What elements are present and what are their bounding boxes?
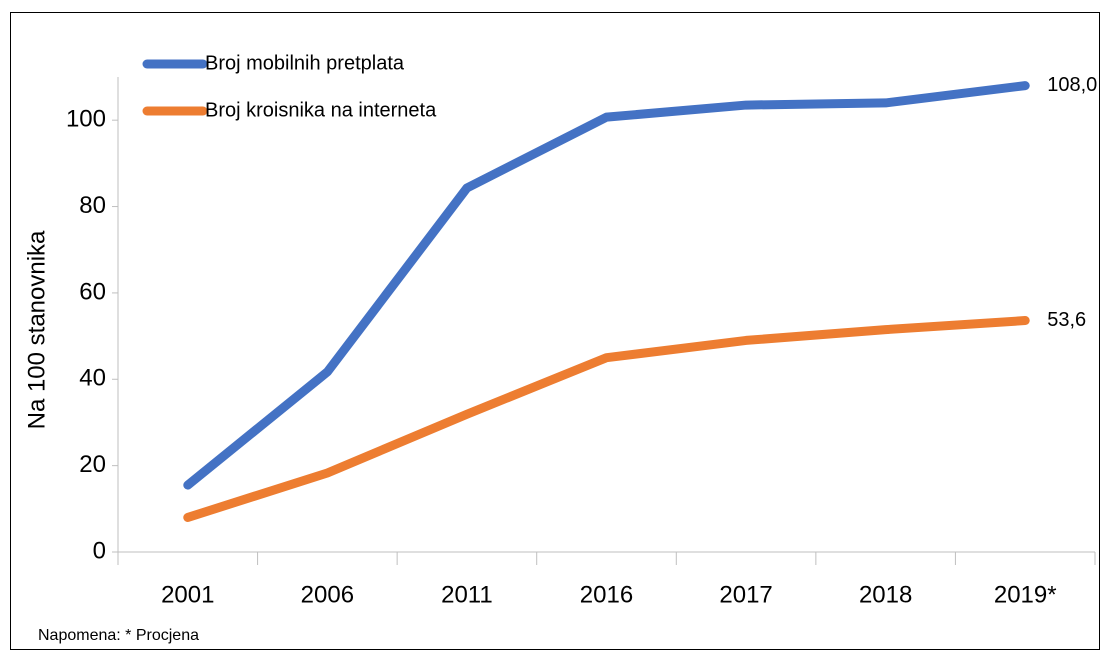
y-tick-label: 0	[93, 537, 106, 564]
y-tick-label: 40	[79, 365, 106, 392]
series-line	[183, 81, 1030, 490]
y-tick-label: 100	[66, 106, 106, 133]
x-tick-label: 2006	[301, 581, 354, 608]
x-tick-label: 2001	[161, 581, 214, 608]
x-tick-label: 2011	[441, 581, 493, 608]
series-line	[183, 316, 1030, 522]
data-label: 53,6	[1047, 309, 1086, 331]
data-label: 108,0	[1047, 74, 1097, 96]
legend-label: Broj kroisnika na interneta	[205, 99, 437, 121]
x-tick-label: 2016	[580, 581, 633, 608]
y-axis-label: Na 100 stanovnika	[23, 230, 50, 429]
legend-label: Broj mobilnih pretplata	[205, 52, 405, 74]
note: Napomena: * Procjena	[38, 627, 199, 644]
y-tick-label: 20	[79, 451, 106, 478]
x-tick-label: 2018	[859, 581, 912, 608]
x-tick-label: 2019*	[994, 581, 1057, 608]
y-tick-label: 60	[79, 278, 106, 305]
y-tick-label: 80	[79, 192, 106, 219]
x-tick-label: 2017	[719, 581, 772, 608]
